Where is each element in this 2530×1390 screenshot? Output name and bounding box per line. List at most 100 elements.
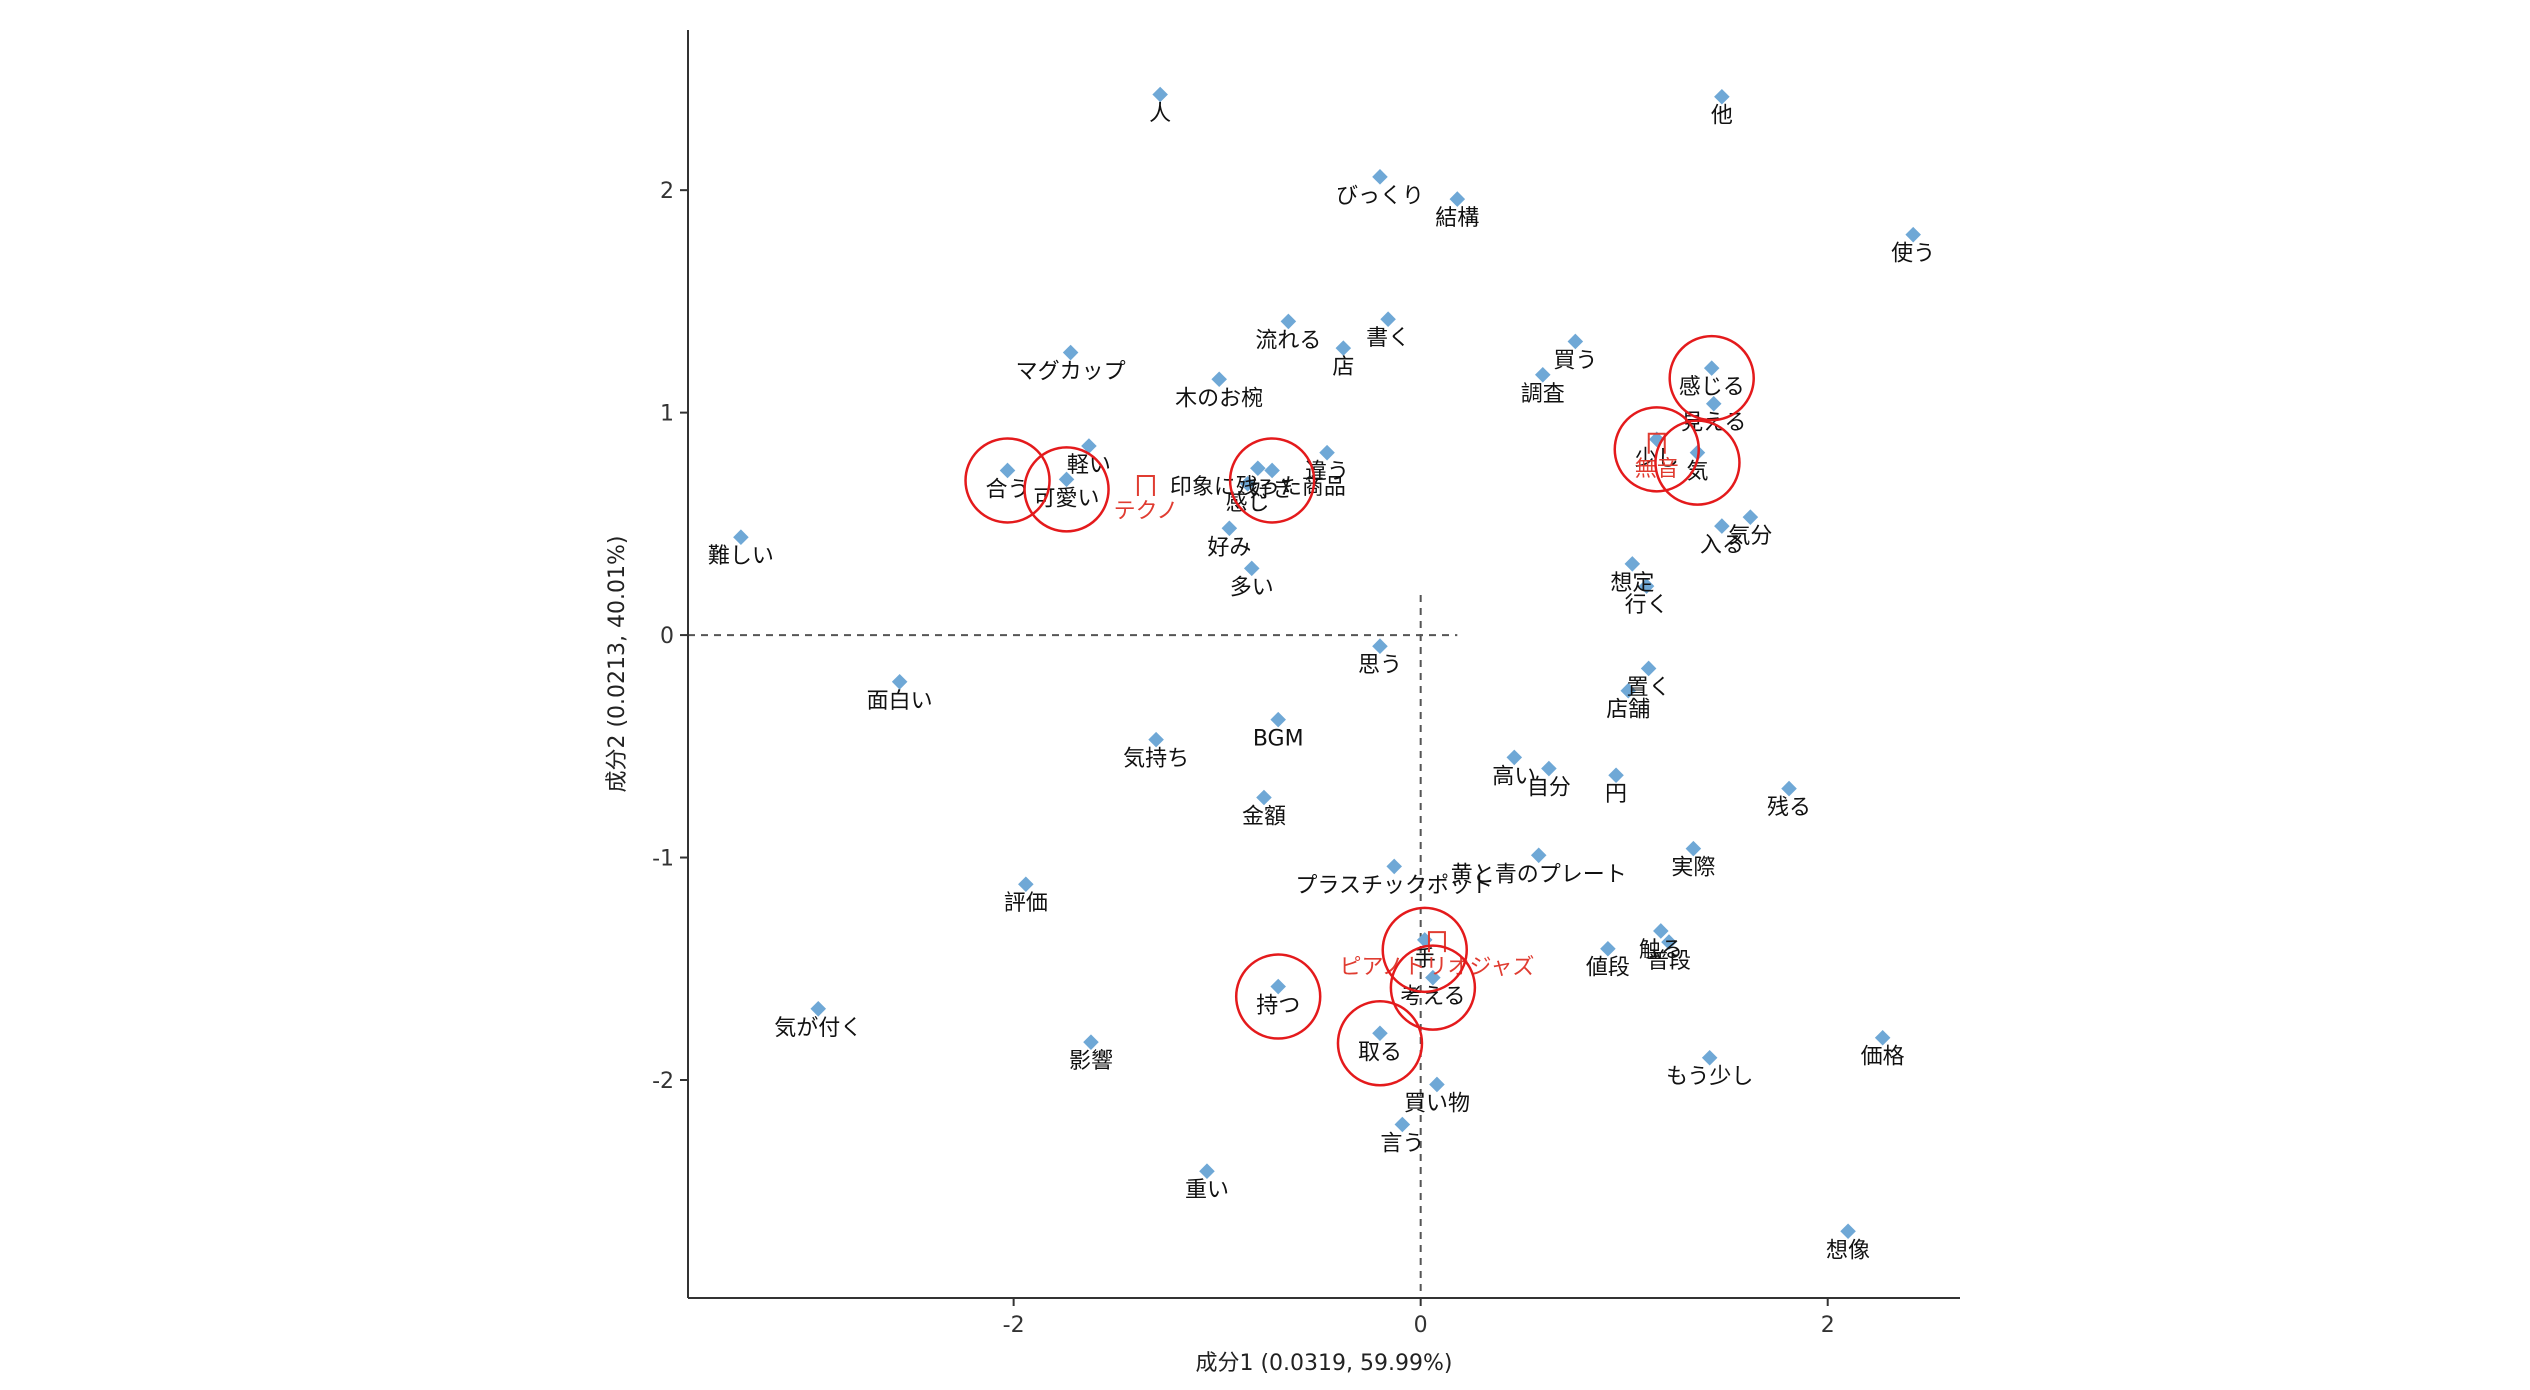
word-label: 軽い xyxy=(1067,453,1111,478)
word-label: 印象に残った商品 xyxy=(1170,475,1346,500)
word-label: 高い xyxy=(1492,764,1536,789)
group-label: テクノ xyxy=(1114,499,1179,524)
word-point xyxy=(1701,1049,1718,1066)
highlight-circle xyxy=(1381,906,1468,994)
word-point xyxy=(1535,367,1551,383)
word-point xyxy=(1319,444,1335,461)
y-tick-label: -2 xyxy=(652,1069,674,1094)
highlight-circle xyxy=(1668,334,1755,422)
word-point xyxy=(1386,858,1402,875)
group-label: ピアノトリオジャズ xyxy=(1339,955,1534,980)
ticks: -2 0 2 -2 -1 0 1 2 xyxy=(652,179,1835,1338)
y-tick-label: 1 xyxy=(660,402,674,427)
word-label: 他 xyxy=(1711,104,1733,129)
word-point xyxy=(1781,780,1797,797)
highlight-circle xyxy=(1613,406,1701,493)
highlight-circle xyxy=(1023,446,1110,533)
word-label: もう少し xyxy=(1666,1065,1753,1090)
word-point xyxy=(1449,191,1466,207)
word-point xyxy=(1714,518,1730,534)
word-point xyxy=(1620,682,1637,699)
group-point xyxy=(1647,432,1666,454)
word-point xyxy=(1600,940,1616,957)
word-point xyxy=(1372,638,1388,654)
word-point xyxy=(1429,1076,1445,1093)
highlight-circle xyxy=(1228,437,1316,524)
word-label: 面白い xyxy=(867,689,933,714)
word-point xyxy=(1425,969,1441,986)
word-point xyxy=(1018,876,1034,893)
word-point xyxy=(1840,1223,1856,1240)
word-label: 好み xyxy=(1207,535,1251,560)
word-label: 好き xyxy=(1250,477,1294,502)
word-point xyxy=(1148,731,1164,748)
word-label: 流れる xyxy=(1255,328,1321,353)
highlight-circles xyxy=(964,334,1755,1087)
word-point xyxy=(1705,395,1722,412)
word-point xyxy=(1653,923,1669,939)
word-label: 多い xyxy=(1230,575,1274,600)
word-label: 思う xyxy=(1358,653,1402,678)
word-label: 取る xyxy=(1358,1040,1402,1065)
x-tick-label: 0 xyxy=(1414,1313,1428,1338)
group-point xyxy=(1427,931,1446,953)
word-point xyxy=(1270,711,1286,728)
word-point xyxy=(1264,462,1280,479)
word-point xyxy=(1638,578,1655,594)
word-point xyxy=(733,529,749,545)
reference-lines xyxy=(688,595,1458,1298)
word-label: 気分 xyxy=(1728,524,1772,549)
word-point xyxy=(1506,749,1523,766)
word-point xyxy=(1685,840,1702,857)
word-point xyxy=(1280,313,1297,330)
word-label: 値段 xyxy=(1586,956,1630,981)
word-point xyxy=(1640,660,1657,677)
word-point xyxy=(1714,88,1730,105)
word-point xyxy=(1152,86,1168,103)
word-point xyxy=(1394,1116,1411,1133)
highlight-circle xyxy=(1234,953,1322,1040)
word-label: 木のお椀 xyxy=(1175,386,1263,411)
word-label: 気が付く xyxy=(774,1016,862,1041)
x-tick-label: -2 xyxy=(1003,1313,1025,1338)
word-label: 触る xyxy=(1639,938,1683,963)
word-label: 黄と青のプレート xyxy=(1451,862,1627,887)
word-point xyxy=(1567,333,1584,350)
word-point xyxy=(1270,978,1286,995)
word-label: 難しい xyxy=(708,544,774,569)
word-label: 手 xyxy=(1414,947,1436,972)
word-label: 可愛い xyxy=(1034,486,1100,511)
group-point xyxy=(1136,475,1155,497)
word-label: 入る xyxy=(1700,533,1744,558)
word-point xyxy=(1058,471,1075,488)
word-point xyxy=(1372,1025,1388,1042)
word-point xyxy=(1530,847,1547,864)
word-point xyxy=(1250,460,1266,477)
word-label: 感じる xyxy=(1679,375,1745,400)
word-label: 店 xyxy=(1332,355,1354,380)
word-label: 書く xyxy=(1366,326,1410,351)
word-point xyxy=(1742,509,1759,525)
word-label: 持つ xyxy=(1256,994,1300,1019)
word-point xyxy=(1243,560,1260,577)
word-point xyxy=(810,1001,827,1017)
word-label: BGM xyxy=(1253,727,1304,752)
word-point xyxy=(1874,1029,1891,1046)
word-label: プラスチックポット xyxy=(1295,873,1493,898)
y-tick-label: -1 xyxy=(652,847,674,872)
word-label: 価格 xyxy=(1861,1045,1905,1070)
word-label: 使う xyxy=(1891,242,1935,267)
word-point xyxy=(1199,1163,1215,1179)
word-point xyxy=(1608,767,1624,784)
word-label: 円 xyxy=(1605,782,1627,807)
word-point xyxy=(1256,789,1272,806)
word-label: 想像 xyxy=(1826,1238,1870,1263)
word-point xyxy=(1083,1034,1099,1050)
word-label: 行く xyxy=(1625,593,1669,618)
word-label: 言う xyxy=(1380,1131,1424,1156)
word-label: 金額 xyxy=(1242,804,1286,829)
word-point xyxy=(1211,371,1227,388)
